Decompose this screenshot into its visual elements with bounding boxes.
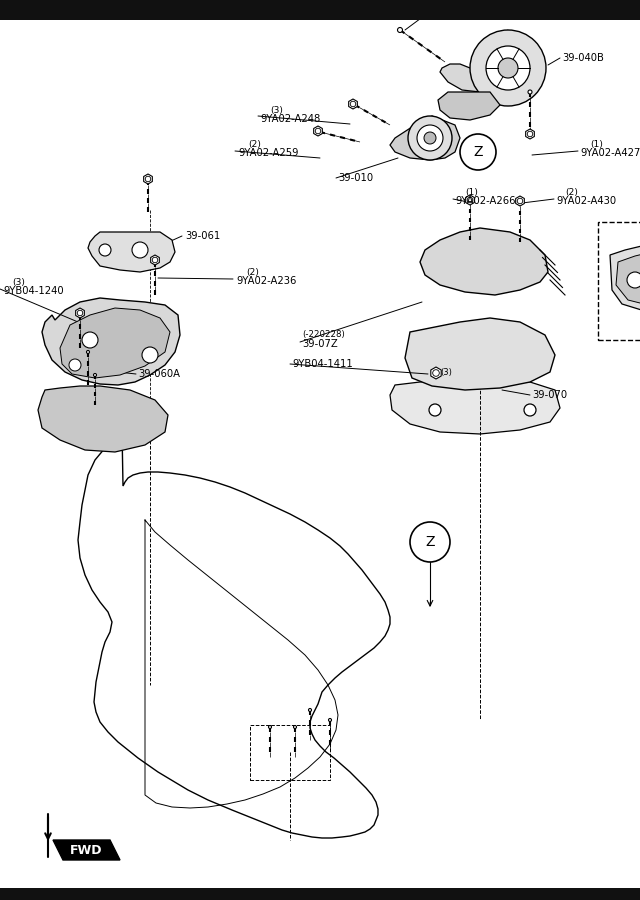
Polygon shape xyxy=(150,255,159,265)
Text: 39-010: 39-010 xyxy=(338,173,373,183)
Circle shape xyxy=(328,718,332,722)
Circle shape xyxy=(468,198,472,202)
Bar xyxy=(0,888,640,900)
Text: 9YB04-1240: 9YB04-1240 xyxy=(3,286,63,296)
Polygon shape xyxy=(610,240,640,314)
Circle shape xyxy=(460,134,496,170)
Text: 9YA02-A427: 9YA02-A427 xyxy=(580,148,640,158)
Polygon shape xyxy=(314,126,323,136)
Circle shape xyxy=(408,116,452,160)
Circle shape xyxy=(86,350,90,354)
Text: 9YA02-A259: 9YA02-A259 xyxy=(238,148,298,158)
Polygon shape xyxy=(420,228,548,295)
Circle shape xyxy=(93,374,97,376)
Circle shape xyxy=(152,257,157,263)
Polygon shape xyxy=(38,386,168,452)
Circle shape xyxy=(142,347,158,363)
Circle shape xyxy=(486,46,530,90)
Circle shape xyxy=(78,313,82,317)
Text: 9YA02-A266: 9YA02-A266 xyxy=(455,196,515,206)
Text: (3): (3) xyxy=(270,105,283,114)
Text: 39-07Z: 39-07Z xyxy=(302,339,338,349)
Polygon shape xyxy=(42,298,180,385)
Circle shape xyxy=(145,176,151,182)
Polygon shape xyxy=(431,367,441,379)
Circle shape xyxy=(308,708,312,712)
Text: 9YA02-A236: 9YA02-A236 xyxy=(236,276,296,286)
Circle shape xyxy=(467,197,473,202)
Circle shape xyxy=(417,125,443,151)
Polygon shape xyxy=(390,116,460,160)
Polygon shape xyxy=(78,430,390,838)
Text: 39-061: 39-061 xyxy=(185,231,220,241)
Text: 39-070: 39-070 xyxy=(532,390,567,400)
Text: (1): (1) xyxy=(590,140,603,148)
Circle shape xyxy=(528,90,532,94)
Circle shape xyxy=(397,28,403,32)
Circle shape xyxy=(470,30,546,106)
Text: 9YA02-A248: 9YA02-A248 xyxy=(260,114,320,124)
Circle shape xyxy=(627,272,640,288)
Text: (-220228): (-220228) xyxy=(302,330,345,339)
Text: Z: Z xyxy=(473,145,483,159)
Polygon shape xyxy=(88,232,175,272)
Circle shape xyxy=(146,178,150,182)
Polygon shape xyxy=(616,248,640,307)
Circle shape xyxy=(353,103,357,107)
Circle shape xyxy=(429,404,441,416)
Circle shape xyxy=(424,132,436,144)
Polygon shape xyxy=(438,92,500,120)
Circle shape xyxy=(153,260,157,264)
Polygon shape xyxy=(440,30,512,92)
FancyBboxPatch shape xyxy=(598,222,640,340)
Circle shape xyxy=(410,522,450,562)
Circle shape xyxy=(269,725,271,728)
Text: FWD: FWD xyxy=(70,843,102,857)
Polygon shape xyxy=(76,308,84,318)
Text: (2): (2) xyxy=(565,187,578,196)
Text: 9YA02-A430: 9YA02-A430 xyxy=(556,196,616,206)
Polygon shape xyxy=(525,129,534,139)
Circle shape xyxy=(524,404,536,416)
Text: 9YB04-1411: 9YB04-1411 xyxy=(292,359,353,369)
Bar xyxy=(0,0,640,20)
Circle shape xyxy=(132,242,148,258)
Polygon shape xyxy=(60,308,170,378)
Circle shape xyxy=(69,359,81,371)
Circle shape xyxy=(350,102,356,107)
Circle shape xyxy=(82,332,98,348)
Polygon shape xyxy=(143,174,152,184)
Circle shape xyxy=(498,58,518,78)
Polygon shape xyxy=(349,99,357,109)
Circle shape xyxy=(433,370,439,376)
Circle shape xyxy=(294,725,296,728)
Text: 39-040B: 39-040B xyxy=(562,53,604,63)
Circle shape xyxy=(77,310,83,316)
Polygon shape xyxy=(53,840,120,860)
Circle shape xyxy=(517,198,523,203)
Text: (2): (2) xyxy=(246,267,259,276)
Text: (1): (1) xyxy=(465,187,478,196)
Polygon shape xyxy=(516,196,524,206)
Polygon shape xyxy=(405,318,555,390)
Text: 9YA02-1456: 9YA02-1456 xyxy=(435,5,495,15)
Polygon shape xyxy=(466,195,474,205)
Text: (1): (1) xyxy=(460,0,473,4)
Circle shape xyxy=(316,128,321,134)
Text: (3): (3) xyxy=(12,277,25,286)
Circle shape xyxy=(518,200,522,204)
Text: Z: Z xyxy=(425,535,435,549)
Text: (3): (3) xyxy=(440,368,452,377)
Circle shape xyxy=(527,131,532,137)
Text: (2): (2) xyxy=(248,140,261,148)
Text: 39-060A: 39-060A xyxy=(138,369,180,379)
Circle shape xyxy=(318,130,322,134)
Polygon shape xyxy=(390,380,560,434)
Circle shape xyxy=(99,244,111,256)
